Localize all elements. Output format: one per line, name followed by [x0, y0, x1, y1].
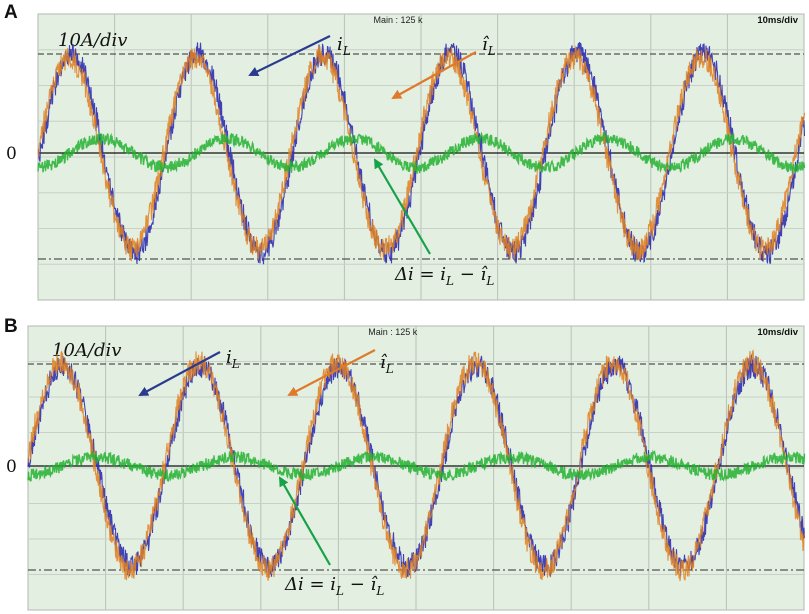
- label-delta-i: Δi = iL − îL: [394, 264, 494, 288]
- arrow-delta-i: [279, 476, 331, 566]
- zero-label: 0: [6, 144, 17, 164]
- zero-label: 0: [6, 457, 17, 477]
- arrow-delta-i: [373, 158, 431, 255]
- series-delta_i: [37, 131, 806, 175]
- trace-iL_hat: [27, 349, 806, 582]
- panel-b: B Main : 125 k 10ms/div 10A/div 0 iL îL Δi = i…: [0, 312, 809, 614]
- label-delta-i: Δi = iL − îL: [284, 574, 384, 598]
- label-il: iL: [337, 34, 351, 58]
- label-il-hat: îL: [482, 34, 496, 58]
- series-delta_i: [27, 449, 806, 482]
- series-iL_hat: [27, 349, 806, 582]
- arrow-il-hat: [391, 51, 477, 99]
- scope-chart-b: Main : 125 k 10ms/div 10A/div 0 iL îL Δi = iL …: [6, 325, 806, 611]
- header-right-label: 10ms/div: [757, 15, 798, 26]
- arrow-il: [138, 351, 221, 396]
- series-iL_hat: [37, 45, 806, 262]
- scale-label: 10A/div: [58, 30, 127, 51]
- header-right-label: 10ms/div: [757, 327, 798, 338]
- scope-chart-a: Main : 125 k 10ms/div 10A/div 0 iL îL Δi = iL …: [6, 13, 806, 301]
- trace-iL_hat: [37, 45, 806, 262]
- panel-letter-a: A: [4, 2, 18, 23]
- trace-delta_i: [37, 131, 806, 175]
- arrow-il-hat: [287, 349, 376, 396]
- header-center-label: Main : 125 k: [368, 327, 418, 337]
- panel-a: A Main : 125 k 10ms/div 10A/div 0 iL îL Δi = i…: [0, 0, 809, 305]
- scale-label: 10A/div: [52, 340, 121, 361]
- trace-delta_i: [27, 449, 806, 482]
- arrow-il: [248, 35, 331, 76]
- header-center-label: Main : 125 k: [374, 15, 424, 25]
- panel-letter-b: B: [4, 316, 18, 337]
- label-il: iL: [226, 347, 240, 371]
- label-il-hat: îL: [380, 352, 394, 376]
